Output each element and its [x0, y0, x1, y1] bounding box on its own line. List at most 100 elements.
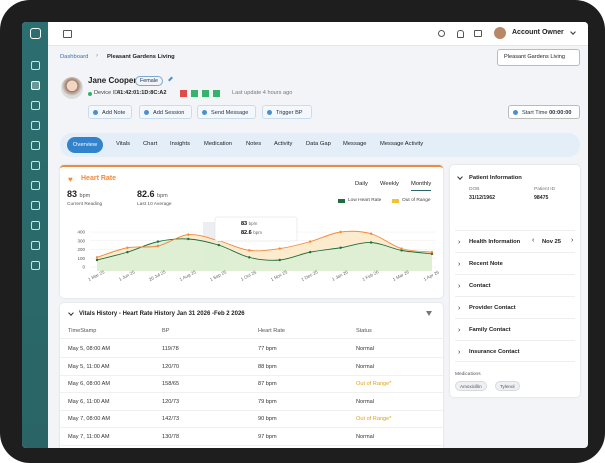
filter-icon[interactable] [426, 311, 432, 316]
table-cell: 77 bpm [258, 346, 277, 352]
facility-select[interactable]: Pleasant Gardens Living [497, 49, 580, 66]
x-tick-label: 1 Feb 26 [361, 269, 379, 282]
breadcrumb-sep: › [96, 53, 98, 59]
data-point [369, 241, 373, 244]
table-cell: 88 bpm [258, 363, 277, 370]
data-point [95, 256, 99, 259]
bell-icon[interactable] [457, 30, 464, 38]
divider [455, 230, 575, 231]
divider [455, 274, 575, 275]
nav-icon[interactable] [31, 261, 40, 270]
section-title[interactable]: Health Information [469, 239, 521, 245]
table-cell: Normal [356, 363, 375, 370]
table-cell: Normal [356, 433, 375, 440]
data-point [95, 258, 99, 262]
tab[interactable]: Activity [274, 141, 293, 147]
nav-icon[interactable] [31, 181, 40, 190]
section-title[interactable]: Recent Note [469, 261, 503, 267]
sidebar [22, 22, 48, 448]
breadcrumb-current: Pleasant Gardens Living [107, 54, 175, 60]
nav-icon[interactable] [31, 221, 40, 230]
heart-icon: ♥ [68, 175, 73, 184]
nav-icon[interactable] [31, 61, 40, 70]
section-title[interactable]: Patient Information [469, 175, 522, 181]
divider [455, 296, 575, 297]
tab[interactable]: Insights [170, 141, 190, 147]
menu-icon[interactable] [63, 30, 72, 38]
table-cell: 90 bpm [258, 416, 277, 422]
prev-period[interactable]: ‹ [532, 237, 535, 244]
collapse-icon[interactable] [68, 310, 74, 316]
tab[interactable]: Chart [143, 141, 158, 147]
start-timer-button[interactable]: Start Time 00:00:00 [508, 105, 580, 119]
section-title[interactable]: Provider Contact [469, 305, 516, 311]
x-tick-label: 1 Mar 26 [392, 269, 410, 282]
tab[interactable]: Notes [246, 141, 262, 147]
tab[interactable]: Vitals [116, 141, 131, 147]
table-cell: Out of Range* [356, 381, 392, 387]
data-point [187, 233, 190, 236]
table-cell: 120/73 [162, 398, 180, 405]
nav-icon[interactable] [31, 141, 40, 150]
table-cell: 130/78 [162, 433, 180, 440]
section-title[interactable]: Contact [469, 283, 491, 289]
period-tab[interactable]: Monthly [411, 181, 432, 191]
chevron: › [458, 349, 461, 356]
period: Nov 25 [542, 239, 562, 245]
user-avatar[interactable] [494, 27, 506, 39]
period-tab[interactable]: Daily [355, 181, 368, 187]
period-tab[interactable]: Weekly [380, 181, 399, 187]
user-name[interactable]: Account Owner [512, 29, 564, 36]
divider [455, 361, 575, 362]
tab[interactable]: Message Activity [380, 141, 424, 147]
tab[interactable]: Message [343, 141, 367, 147]
action-button[interactable]: Add Session [139, 105, 192, 119]
breadcrumb-link[interactable]: Dashboard [60, 54, 89, 60]
topbar [48, 22, 588, 46]
table-cell: Out of Range* [356, 416, 392, 422]
column-header: Heart Rate [258, 328, 286, 334]
section-title[interactable]: Insurance Contact [469, 349, 520, 355]
tab[interactable]: Data Gap [306, 141, 331, 147]
tab-bar: Overview Vitals Chart Insights Medication Not… [60, 133, 580, 157]
action-button[interactable]: Add Note [88, 105, 132, 119]
next-period[interactable]: › [571, 237, 574, 244]
action-button[interactable]: Send Message [197, 105, 256, 119]
column-header: BP [162, 328, 170, 334]
nav-icon[interactable] [31, 101, 40, 110]
nav-icon[interactable] [31, 161, 40, 170]
vitals-title: Vitals History - Heart Rate History Jan … [79, 311, 245, 317]
tooltip-line: 83 bpm [241, 221, 258, 227]
data-point [248, 249, 251, 252]
data-point [430, 252, 434, 256]
nav-icon[interactable] [31, 201, 40, 210]
data-point [156, 244, 160, 248]
section-title[interactable]: Family Contact [469, 327, 511, 333]
nav-icon[interactable] [31, 121, 40, 130]
tab[interactable]: Overview [67, 137, 103, 153]
edit-icon[interactable] [168, 76, 173, 82]
x-tick-label: 1 Oct 25 [240, 269, 258, 282]
search-icon[interactable] [438, 30, 445, 37]
chat-icon[interactable] [474, 30, 482, 37]
tab[interactable]: Medication [204, 141, 233, 147]
table-cell: 87 bpm [258, 381, 277, 387]
data-point [308, 240, 312, 243]
row-divider [60, 444, 443, 446]
tooltip-value: 83 [241, 221, 247, 227]
action-button[interactable]: Trigger BP [262, 105, 312, 119]
legend-label: Out of Range [402, 198, 431, 203]
data-point [248, 256, 251, 259]
divider [455, 252, 575, 253]
nav-icon[interactable] [31, 81, 40, 90]
data-point [156, 240, 160, 243]
y-tick-label: 400 [77, 230, 85, 235]
data-point [339, 230, 342, 234]
y-tick-label: 200 [77, 247, 85, 252]
expand-icon[interactable] [457, 174, 463, 180]
x-tick-label: 1 Jan 26 [331, 269, 349, 282]
nav-icon[interactable] [31, 241, 40, 250]
current-value: 83 bpm [67, 189, 90, 199]
